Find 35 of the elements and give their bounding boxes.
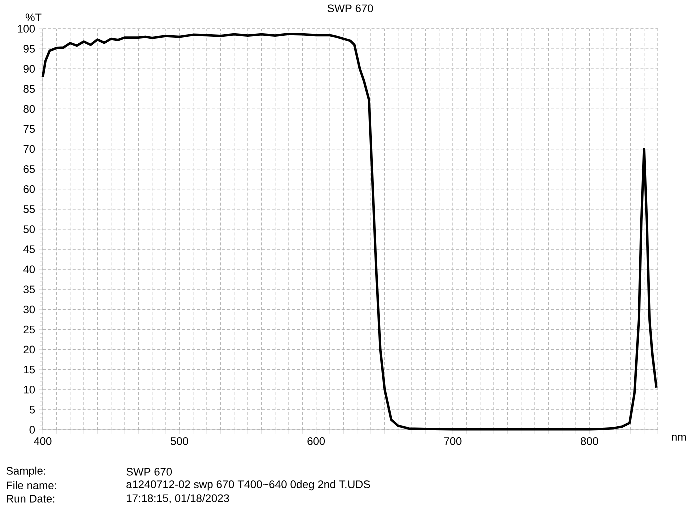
y-tick-label: 5 — [30, 406, 36, 414]
y-tick-label: 40 — [24, 266, 36, 274]
y-tick-label: 75 — [24, 125, 36, 134]
y-tick-label: 85 — [24, 85, 36, 94]
x-tick-label: 500 — [170, 438, 188, 446]
x-tick-label: 800 — [581, 438, 598, 446]
text: File name: — [7, 481, 56, 490]
y-tick-label: 25 — [24, 326, 36, 334]
text: a1240712-02 swp 670 T400~640 0deg 2nd T.UDS — [126, 480, 370, 491]
y-tick-label: 45 — [24, 246, 36, 254]
x-tick-label: 700 — [444, 438, 462, 446]
y-tick-label: 50 — [24, 226, 36, 234]
y-tick-label: 60 — [24, 186, 36, 194]
y-tick-label: 10 — [24, 386, 36, 394]
y-tick-label: 70 — [24, 145, 36, 154]
y-tick-label: 35 — [24, 286, 36, 294]
x-tick-label: 400 — [34, 438, 52, 446]
text: Sample: — [6, 466, 46, 478]
text: SWP 670 — [126, 468, 172, 476]
chart-title: SWP 670 — [328, 4, 374, 12]
y-axis-title: %T — [26, 14, 42, 22]
y-tick-label: 95 — [24, 45, 36, 53]
y-tick-label: 80 — [24, 105, 36, 114]
y-tick-label: 30 — [24, 306, 36, 314]
x-tick-label: 600 — [308, 438, 326, 446]
y-tick-label: 90 — [24, 65, 36, 73]
y-tick-label: 100 — [18, 25, 36, 33]
text: Run Date: — [7, 495, 55, 503]
y-tick-label: 15 — [24, 366, 36, 374]
y-tick-label: 65 — [24, 165, 36, 174]
x-axis-title: nm — [672, 435, 686, 441]
y-tick-label: 0 — [30, 426, 36, 434]
y-tick-label: 55 — [24, 206, 36, 214]
text: 17:18:15, 01/18/2023 — [127, 494, 230, 504]
y-tick-label: 20 — [24, 346, 36, 354]
